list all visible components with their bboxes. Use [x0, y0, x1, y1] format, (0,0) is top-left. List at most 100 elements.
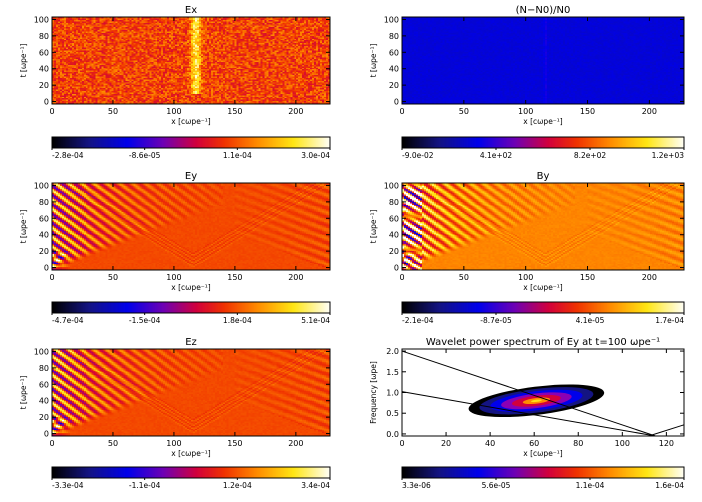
y-tick-label: 80 — [39, 32, 49, 41]
panel-title: (N−N0)/N0 — [516, 5, 571, 16]
wavelet-line-2 — [648, 424, 685, 437]
colorbar-tick-label: -8.6e-05 — [129, 151, 161, 160]
colorbar-image — [52, 137, 330, 148]
colorbar-frame — [401, 136, 685, 149]
x-tick-label: 200 — [288, 439, 303, 448]
y-tick-label: 0 — [44, 98, 49, 107]
colorbar-tick-label: -2.8e-04 — [52, 151, 84, 160]
colorbar-tick-label: -9.0e-02 — [402, 151, 434, 160]
y-tick-label: 0.5 — [386, 409, 399, 418]
heatmap-image — [52, 349, 330, 436]
colorbar-tick-label: 1.6e-04 — [655, 481, 684, 490]
colorbar-frame — [51, 466, 331, 479]
x-tick-label: 0 — [49, 107, 54, 116]
plot-frame — [51, 16, 331, 105]
x-tick-label: 200 — [642, 273, 657, 282]
y-tick-label: 80 — [39, 364, 49, 373]
colorbar-tick-label: -3.3e-04 — [52, 481, 84, 490]
x-tick-label: 0 — [399, 439, 404, 448]
colorbar-image — [402, 137, 684, 148]
colorbar-tick-label: 5.1e-04 — [301, 316, 330, 325]
y-tick-label: 40 — [389, 65, 399, 74]
x-tick-label: 100 — [166, 107, 181, 116]
y-tick-label: 20 — [39, 81, 49, 90]
x-tick-label: 150 — [227, 273, 242, 282]
y-tick-label: 0.0 — [386, 430, 399, 439]
colorbar-image — [52, 302, 330, 313]
y-tick-label: 60 — [39, 214, 49, 223]
x-axis-label: x [cωpe⁻¹] — [171, 117, 210, 126]
colorbar-tick-label: 1.2e-04 — [223, 481, 252, 490]
colorbar-tick-label: 4.1e-05 — [576, 316, 605, 325]
x-tick-label: 0 — [399, 273, 404, 282]
heatmap-image — [52, 17, 330, 104]
colorbar-tick-label: 1.1e-04 — [576, 481, 605, 490]
y-axis-label: t [ωpe⁻¹] — [369, 44, 378, 78]
y-axis-label: t [ωpe⁻¹] — [369, 210, 378, 244]
y-tick-label: 0 — [44, 430, 49, 439]
x-tick-label: 80 — [573, 439, 583, 448]
heatmap-image — [402, 17, 684, 104]
x-tick-label: 200 — [288, 107, 303, 116]
y-tick-label: 100 — [384, 15, 399, 24]
colorbar-image — [52, 467, 330, 478]
y-tick-label: 20 — [389, 81, 399, 90]
wavelet-line-1 — [401, 391, 656, 437]
colorbar-tick-label: 8.2e+02 — [574, 151, 607, 160]
x-tick-label: 0 — [399, 107, 404, 116]
x-tick-label: 150 — [227, 107, 242, 116]
y-tick-label: 1.0 — [386, 389, 399, 398]
y-tick-label: 80 — [389, 32, 399, 41]
x-axis-label: x [cωpe⁻¹] — [523, 283, 562, 292]
x-tick-label: 100 — [615, 439, 630, 448]
y-tick-label: 0 — [394, 98, 399, 107]
y-tick-label: 60 — [39, 380, 49, 389]
colorbar-tick-label: 3.4e-04 — [301, 481, 330, 490]
x-tick-label: 40 — [485, 439, 495, 448]
colorbar-tick-label: 3.0e-04 — [301, 151, 330, 160]
wavelet-contour-6 — [530, 399, 542, 403]
y-tick-label: 40 — [39, 65, 49, 74]
colorbar-tick-label: 1.7e-04 — [655, 316, 684, 325]
colorbar-frame — [51, 136, 331, 149]
y-axis-label: Frequency [ωpe] — [369, 361, 378, 424]
colorbar-tick-label: 1.2e+03 — [652, 151, 685, 160]
y-tick-label: 100 — [34, 15, 49, 24]
y-tick-label: 80 — [389, 198, 399, 207]
colorbar-tick-label: -1.1e-04 — [129, 481, 161, 490]
y-tick-label: 100 — [34, 347, 49, 356]
colorbar-frame — [401, 466, 685, 479]
x-tick-label: 0 — [49, 273, 54, 282]
panel-title: Ex — [185, 5, 197, 16]
y-axis-label: t [ωpe⁻¹] — [19, 210, 28, 244]
x-tick-label: 50 — [459, 107, 469, 116]
x-tick-label: 50 — [108, 273, 118, 282]
colorbar-tick-label: 1.1e-04 — [223, 151, 252, 160]
y-tick-label: 2.0 — [386, 347, 399, 356]
panel-title: By — [537, 171, 550, 182]
y-tick-label: 60 — [389, 214, 399, 223]
colorbar-tick-label: -4.7e-04 — [52, 316, 84, 325]
colorbar-tick-label: -1.5e-04 — [129, 316, 161, 325]
x-tick-label: 100 — [518, 273, 533, 282]
colorbar-tick-label: -8.7e-05 — [480, 316, 512, 325]
heatmap-image — [402, 183, 684, 270]
x-tick-label: 150 — [580, 273, 595, 282]
y-axis-label: t [ωpe⁻¹] — [19, 376, 28, 410]
y-tick-label: 20 — [389, 247, 399, 256]
x-tick-label: 100 — [518, 107, 533, 116]
x-axis-label: x [cωpe⁻¹] — [523, 117, 562, 126]
x-tick-label: 50 — [459, 273, 469, 282]
colorbar-tick-label: 3.3e-06 — [402, 481, 431, 490]
y-tick-label: 60 — [389, 48, 399, 57]
colorbar-tick-label: -2.1e-04 — [402, 316, 434, 325]
panel-title: Wavelet power spectrum of Ey at t=100 ωp… — [426, 337, 660, 348]
colorbar-image — [402, 467, 684, 478]
y-tick-label: 60 — [39, 48, 49, 57]
colorbar-tick-label: 1.8e-04 — [223, 316, 252, 325]
y-tick-label: 20 — [39, 413, 49, 422]
